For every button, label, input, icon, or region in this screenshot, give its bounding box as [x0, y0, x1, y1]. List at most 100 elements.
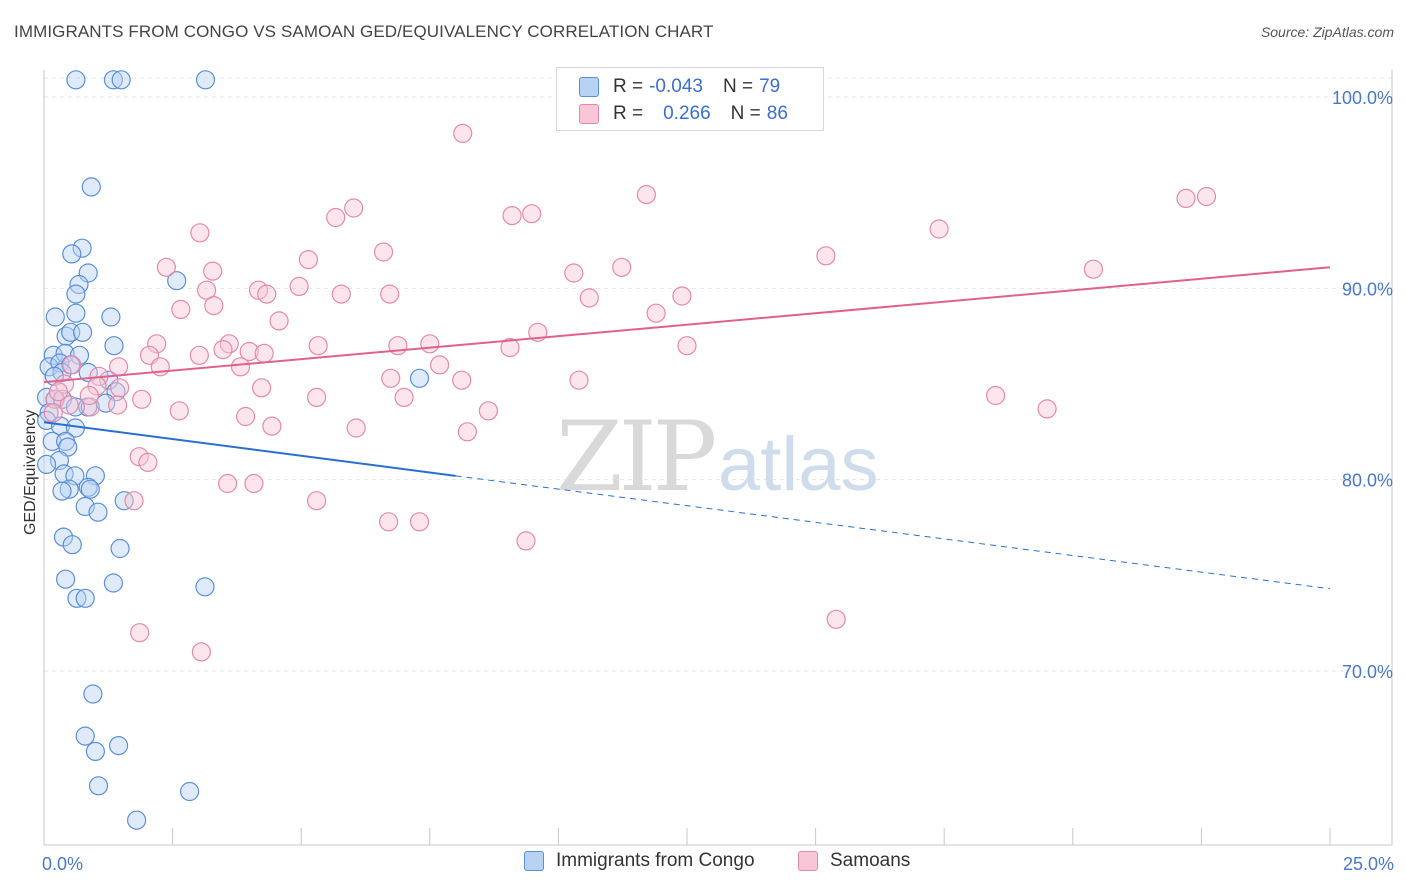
samoan-point [156, 257, 176, 277]
samoan-point [380, 284, 400, 304]
samoan-point [239, 341, 259, 362]
congo-point [110, 538, 130, 559]
congo-points [36, 70, 430, 830]
congo-point [409, 368, 430, 388]
congo-point [85, 741, 106, 762]
samoan-point [453, 123, 473, 143]
source-label: Source: ZipAtlas.com [1260, 24, 1394, 40]
congo-point [45, 307, 65, 327]
samoan-point [130, 623, 150, 643]
congo-point [127, 810, 147, 830]
samoan-point [62, 355, 82, 375]
samoan-point [344, 198, 364, 218]
samoan-point [430, 355, 450, 375]
samoan-point [230, 357, 251, 377]
samoan-point [124, 491, 144, 511]
congo-point [66, 284, 86, 304]
samoan-point [346, 418, 366, 438]
samoan-point [257, 284, 277, 304]
samoan-point [636, 185, 657, 205]
congo-trend-extension [455, 475, 1331, 590]
samoan-point [1037, 399, 1057, 419]
congo-point [67, 588, 87, 608]
samoan-point [236, 406, 256, 427]
watermark-atlas: atlas [718, 422, 879, 507]
samoan-point [213, 340, 233, 360]
samoan-point [516, 531, 536, 551]
samoan-point [1196, 186, 1217, 207]
congo-point [96, 393, 116, 413]
congo-r-label: R = [613, 76, 644, 97]
legend-row-congo: R = -0.043 N = 79 [579, 74, 780, 100]
samoan-point [307, 387, 327, 407]
congo-point [103, 70, 124, 90]
samoan-r-value: 0.266 [663, 103, 711, 124]
samoan-point [502, 206, 522, 226]
samoan-point [147, 334, 167, 354]
watermark-zip: ZIP [556, 401, 715, 513]
axes [43, 70, 1393, 846]
samoan-point [1176, 188, 1196, 208]
x-tick-labels: 0.0% 25.0% [42, 854, 1394, 874]
samoan-point [308, 336, 328, 356]
samoan-r-label: R = [613, 103, 644, 124]
zipatlas-watermark: ZIP atlas [556, 401, 879, 513]
legend-item-congo[interactable]: Immigrants from Congo [524, 850, 755, 872]
samoan-point [203, 261, 223, 281]
samoan-point [420, 334, 440, 354]
samoan-point [381, 368, 401, 388]
samoan-point [500, 338, 520, 358]
samoan-point [409, 512, 430, 532]
congo-point [180, 781, 200, 802]
samoan-point [307, 491, 327, 511]
congo-point [75, 496, 95, 517]
congo-point [103, 573, 124, 593]
congo-point [111, 70, 131, 90]
samoan-point [191, 642, 211, 662]
samoan-trend-line [43, 266, 1331, 384]
y-axis-label: GED/Equivalency [22, 410, 39, 535]
congo-point [80, 479, 100, 499]
congo-trend-line [43, 421, 456, 477]
samoan-point [218, 473, 238, 494]
samoan-swatch [579, 104, 599, 124]
samoan-legend-label: Samoans [830, 850, 911, 871]
congo-point [36, 454, 57, 474]
congo-point [66, 70, 86, 90]
samoan-point [189, 345, 209, 365]
congo-point [195, 577, 215, 597]
samoan-point [190, 223, 210, 243]
samoan-point [204, 296, 224, 316]
congo-point [101, 307, 121, 327]
samoan-point [564, 263, 584, 283]
y-tick-label: 70.0% [1342, 662, 1393, 682]
samoan-point [478, 401, 498, 421]
samoan-point [109, 378, 130, 398]
congo-point [104, 336, 124, 356]
samoan-point [289, 276, 309, 296]
congo-point [43, 345, 63, 365]
samoan-point [826, 609, 846, 629]
samoan-point [612, 257, 632, 277]
congo-point [81, 177, 101, 197]
samoan-point [816, 246, 836, 266]
congo-point [108, 735, 129, 756]
y-tick-label: 100.0% [1332, 88, 1393, 108]
samoan-point [326, 207, 346, 228]
legend-item-samoan[interactable]: Samoans [798, 850, 910, 872]
samoan-point [373, 242, 394, 262]
congo-point [72, 322, 93, 342]
samoan-point [1083, 259, 1104, 279]
samoan-point [197, 280, 217, 300]
samoan-point [132, 389, 152, 409]
samoan-point [985, 385, 1006, 406]
congo-n-label: N = [722, 76, 754, 97]
samoan-point [331, 284, 351, 304]
samoan-point [108, 357, 129, 377]
congo-point [75, 588, 95, 608]
congo-n-value: 79 [759, 76, 781, 97]
samoan-point [59, 395, 79, 415]
samoan-n-label: N = [730, 103, 761, 124]
congo-point [72, 238, 92, 258]
samoan-point [43, 403, 63, 423]
